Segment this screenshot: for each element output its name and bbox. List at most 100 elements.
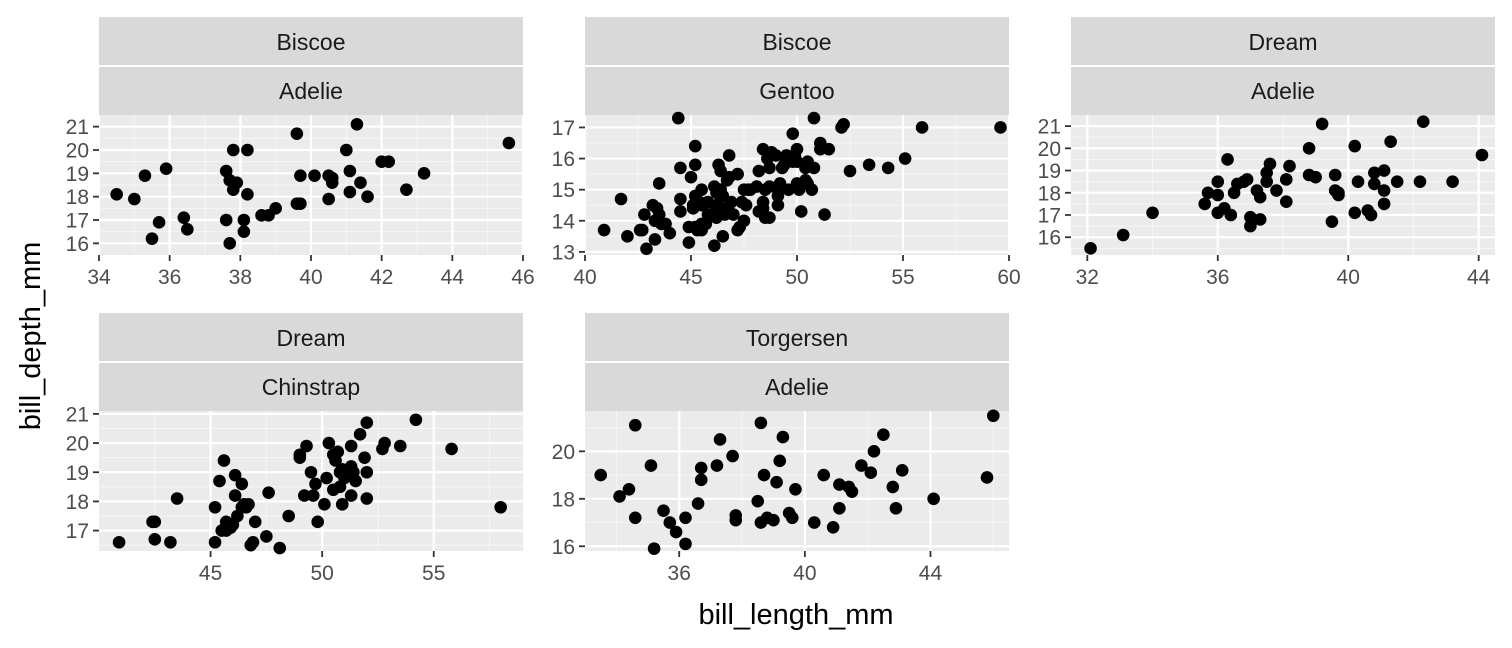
data-point bbox=[311, 515, 324, 529]
y-tick-label: 14 bbox=[552, 210, 576, 233]
strip-island-bg bbox=[585, 313, 1009, 362]
data-point bbox=[1348, 206, 1362, 220]
data-point bbox=[818, 208, 831, 221]
data-point bbox=[361, 190, 374, 203]
data-point bbox=[237, 213, 251, 227]
data-point bbox=[737, 214, 751, 228]
data-point bbox=[248, 515, 262, 529]
data-point bbox=[1240, 173, 1254, 186]
data-point bbox=[805, 183, 819, 196]
y-tick-label: 18 bbox=[1038, 182, 1061, 205]
data-point bbox=[1224, 208, 1238, 222]
data-point bbox=[309, 477, 322, 491]
data-point bbox=[1253, 190, 1267, 204]
data-point bbox=[1263, 157, 1277, 171]
strip-species-bg bbox=[585, 66, 1009, 115]
strip-label-species: Adelie bbox=[765, 374, 829, 400]
data-point bbox=[343, 185, 357, 199]
data-point bbox=[644, 459, 658, 472]
data-point bbox=[694, 461, 708, 475]
data-point bbox=[230, 176, 244, 189]
data-point bbox=[826, 520, 840, 534]
data-point bbox=[688, 139, 702, 153]
data-points bbox=[594, 409, 1000, 555]
data-point bbox=[1384, 135, 1397, 148]
data-point bbox=[773, 454, 787, 468]
data-point bbox=[1211, 175, 1225, 188]
data-point bbox=[1211, 188, 1225, 202]
data-point bbox=[226, 143, 240, 157]
data-point bbox=[729, 509, 743, 522]
x-tick-label: 55 bbox=[422, 562, 445, 585]
x-tick-label: 40 bbox=[1337, 266, 1360, 289]
data-point bbox=[1260, 175, 1273, 188]
data-point bbox=[635, 223, 649, 237]
data-point bbox=[353, 428, 367, 441]
data-point bbox=[241, 143, 254, 157]
x-axis-title: bill_length_mm bbox=[698, 599, 893, 631]
data-point bbox=[769, 149, 783, 162]
strip-island-bg bbox=[1071, 17, 1495, 66]
data-point bbox=[1201, 186, 1215, 200]
data-point bbox=[354, 176, 367, 189]
data-point bbox=[915, 121, 929, 134]
data-point bbox=[1328, 168, 1342, 182]
data-point bbox=[1315, 117, 1329, 131]
data-point bbox=[223, 237, 237, 250]
data-point bbox=[1377, 184, 1391, 197]
data-point bbox=[164, 535, 177, 549]
data-point bbox=[217, 454, 231, 467]
data-point bbox=[308, 169, 321, 182]
x-tick-label: 50 bbox=[310, 562, 333, 585]
y-tick-label: 18 bbox=[66, 491, 89, 514]
data-point bbox=[628, 511, 642, 525]
data-point bbox=[980, 471, 994, 484]
data-point bbox=[393, 439, 407, 453]
data-point bbox=[843, 164, 857, 178]
data-point bbox=[1244, 219, 1257, 233]
data-point bbox=[349, 474, 362, 488]
data-point bbox=[325, 176, 339, 189]
data-point bbox=[855, 459, 868, 472]
strip-label-island: Dream bbox=[276, 325, 345, 351]
data-point bbox=[763, 161, 776, 175]
data-point bbox=[335, 498, 349, 511]
strip-species-bg bbox=[99, 362, 523, 411]
data-point bbox=[293, 448, 307, 462]
data-point bbox=[300, 439, 313, 453]
data-point bbox=[1198, 197, 1212, 211]
data-point bbox=[864, 466, 878, 479]
data-point bbox=[241, 188, 254, 201]
data-point bbox=[260, 530, 273, 543]
data-point bbox=[726, 449, 739, 463]
data-point bbox=[986, 409, 1000, 423]
data-point bbox=[228, 489, 242, 502]
data-point bbox=[895, 464, 909, 477]
strip-label-species: Adelie bbox=[1251, 78, 1315, 104]
y-tick-label: 17 bbox=[1038, 205, 1061, 228]
y-tick-label: 16 bbox=[66, 233, 89, 256]
data-point bbox=[145, 232, 159, 245]
data-point bbox=[219, 213, 233, 227]
data-point bbox=[344, 439, 358, 453]
data-point bbox=[671, 111, 685, 125]
data-point bbox=[290, 127, 304, 140]
y-tick-label: 18 bbox=[552, 488, 575, 511]
facet-4: Torgersen Adelie 36 40 44 16 18 20 bbox=[552, 313, 1009, 585]
data-point bbox=[1283, 159, 1296, 173]
data-point bbox=[757, 468, 771, 482]
minor-gridlines bbox=[99, 411, 523, 551]
data-point bbox=[1368, 177, 1381, 191]
data-point bbox=[657, 504, 670, 517]
y-tick-label: 17 bbox=[66, 210, 89, 233]
data-point bbox=[881, 161, 895, 175]
data-point bbox=[208, 500, 222, 514]
x-tick-label: 34 bbox=[87, 266, 111, 289]
strip-label-species: Gentoo bbox=[759, 78, 834, 104]
data-point bbox=[112, 535, 126, 549]
strip-island-bg bbox=[99, 313, 523, 362]
data-point bbox=[724, 195, 738, 209]
